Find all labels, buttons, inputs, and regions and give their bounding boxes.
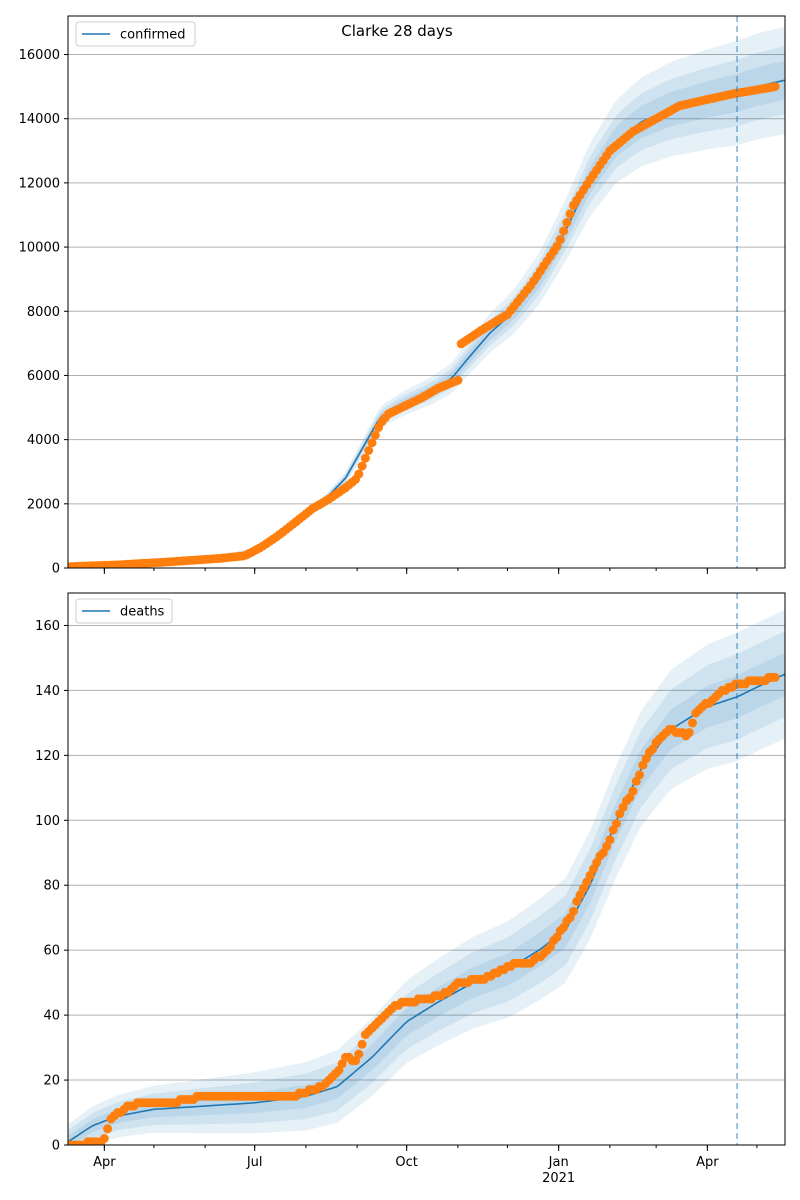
observed-point: [569, 906, 578, 916]
observed-point: [605, 835, 615, 845]
observed-point: [552, 241, 562, 251]
x-tick-label: Apr: [93, 1155, 116, 1170]
legend-box: [75, 21, 196, 47]
y-tick-label: 100: [35, 814, 60, 829]
uncertainty-band-inner: [68, 60, 785, 568]
y-tick-label: 14000: [19, 112, 60, 127]
x-tick-label: Jul: [246, 1155, 263, 1170]
observed-point: [770, 82, 780, 92]
legend: confirmed: [75, 21, 196, 47]
observed-point: [684, 728, 694, 738]
y-tick-label: 10000: [19, 241, 60, 256]
observed-point: [367, 438, 377, 448]
observed-point: [453, 375, 463, 385]
legend: deaths: [75, 598, 173, 624]
observed-point: [357, 461, 367, 471]
observed-point: [360, 453, 370, 463]
observed-point: [364, 446, 374, 455]
x-tick-label: Oct: [395, 1155, 417, 1170]
uncertainty-band-outer: [68, 609, 785, 1145]
y-tick-label: 0: [52, 1139, 60, 1154]
observed-point: [559, 226, 569, 236]
y-tick-label: 140: [35, 684, 60, 699]
plot-area: [68, 26, 785, 568]
y-tick-label: 16000: [19, 48, 60, 63]
y-tick-label: 12000: [19, 176, 60, 191]
observed-point: [770, 672, 780, 682]
observed-point: [354, 469, 364, 479]
y-tick-label: 4000: [27, 433, 60, 448]
uncertainty-band-inner: [68, 652, 785, 1145]
plot-area: [68, 609, 785, 1145]
observed-point: [357, 1039, 367, 1049]
legend-label: confirmed: [120, 28, 186, 43]
observed-point: [99, 1134, 109, 1143]
observed-point: [562, 218, 572, 227]
observed-point: [555, 235, 565, 245]
chart-title: Clarke 28 days: [341, 22, 453, 40]
x-tick-label: Apr: [696, 1155, 719, 1170]
observed-point: [688, 718, 697, 728]
y-tick-label: 20: [43, 1074, 60, 1089]
uncertainty-band-mid: [68, 46, 785, 568]
uncertainty-band-mid: [68, 631, 785, 1145]
y-tick-label: 2000: [27, 497, 60, 512]
y-tick-label: 40: [43, 1009, 60, 1024]
y-tick-label: 80: [43, 879, 60, 894]
x-tick-label: Jan: [548, 1155, 569, 1170]
legend-box: [75, 598, 173, 624]
y-tick-label: 120: [35, 749, 60, 764]
observed-point: [354, 1049, 364, 1059]
x-tick-year-label: 2021: [542, 1171, 575, 1186]
y-tick-label: 8000: [27, 305, 60, 320]
observed-point: [635, 770, 645, 780]
y-tick-label: 0: [52, 562, 60, 577]
y-tick-label: 60: [43, 944, 60, 959]
confirmed-panel: Clarke 28 days 0 2000 4000 6000 8000 10000 120…: [19, 15, 786, 577]
y-tick-label: 6000: [27, 369, 60, 384]
legend-label: deaths: [120, 605, 165, 620]
axes-frame: [67, 592, 786, 1146]
observed-point: [612, 819, 621, 828]
observed-point: [565, 209, 575, 219]
observed-point: [103, 1124, 113, 1134]
observed-point: [628, 786, 638, 796]
y-tick-label: 160: [35, 619, 60, 634]
observed-point: [370, 430, 380, 440]
axes-frame: [67, 15, 786, 569]
